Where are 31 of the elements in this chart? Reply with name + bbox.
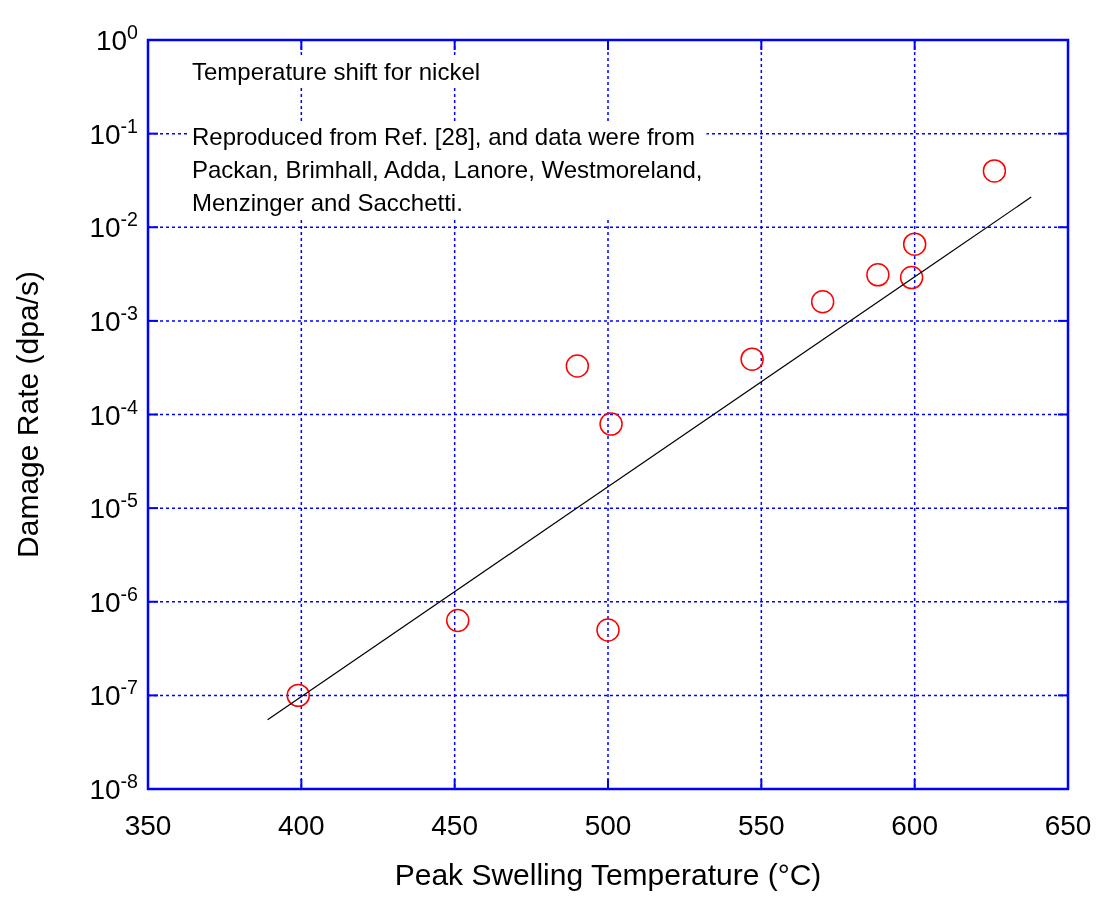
y-tick-label: 10$^{0}$ [95,21,139,56]
annotation: Temperature shift for nickel [192,58,481,85]
point [810,290,835,314]
y-tick-label: 10$^{-8}$ [89,770,139,805]
y-tick-label: 10$^{-7}$ [89,676,138,712]
x-tick-label: 550 [737,810,785,841]
point [596,618,620,642]
point [740,347,764,371]
y-axis-title: Damage Rate (dpa/s) [11,271,44,558]
x-tick-label: 450 [431,810,479,841]
x-tick-label: 500 [584,810,632,841]
point [866,263,890,287]
x-tick-label: 650 [1044,810,1092,841]
y-tick-label: 10$^{-4}$ [89,395,139,431]
point [902,232,927,256]
y-tick-label: 10$^{-1}$ [89,114,138,150]
y-tick-label: 10$^{-5}$ [89,489,139,525]
point [286,683,311,708]
point [599,412,623,436]
x-tick-label: 600 [891,810,939,841]
x-tick-label: 400 [277,810,325,841]
x-axis-title: Peak Swelling Temperature (°C) [394,858,822,891]
y-tick-label: 10$^{-3}$ [89,301,139,337]
annotation: Reproduced from Ref. [28], and data were from Packan, Brimhall, Adda, Lanore, Westmoreland, Menzinger and Sacchetti. [192,123,703,216]
point [445,608,470,633]
point [565,354,590,378]
x-tick-label: 350 [124,810,172,841]
point [899,265,924,290]
point [982,159,1007,183]
y-tick-label: 10$^{-6}$ [89,582,139,618]
y-tick-label: 10$^{-2}$ [89,208,138,244]
